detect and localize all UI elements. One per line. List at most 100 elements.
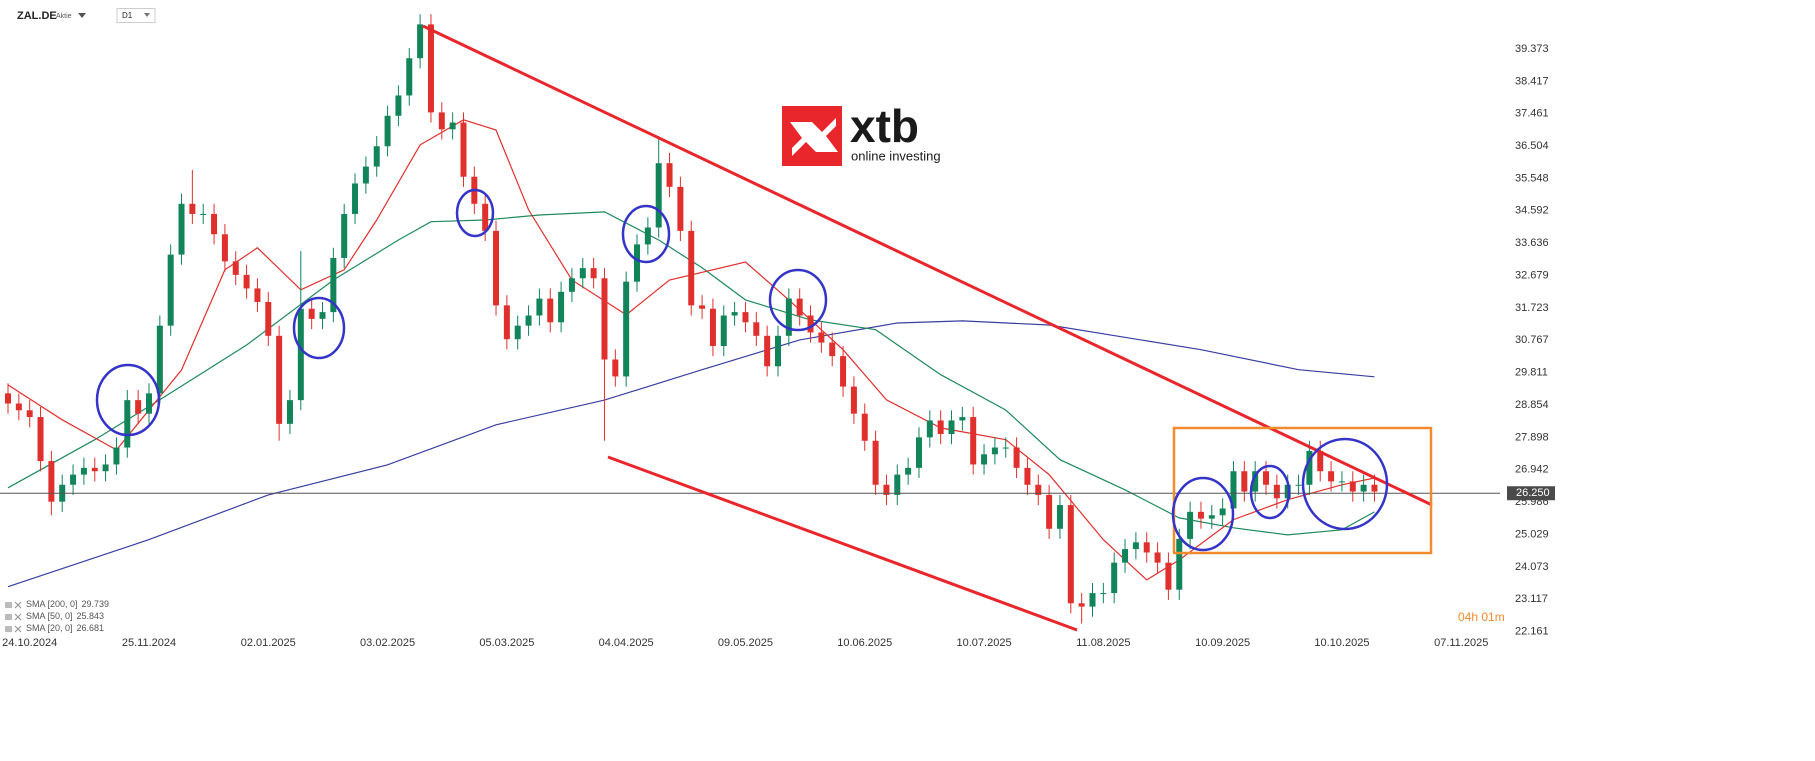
candle-body	[1100, 593, 1107, 595]
candle-body	[915, 437, 922, 468]
candle-body	[785, 298, 792, 336]
y-tick-label: 36.504	[1515, 140, 1549, 152]
candle-body	[449, 122, 456, 130]
candle-body	[1046, 494, 1053, 529]
legend-entry: SMA [50, 0] 25.843	[26, 611, 104, 621]
candle-body	[959, 417, 966, 421]
candle-body	[362, 166, 369, 184]
x-tick-label: 10.07.2025	[957, 637, 1012, 649]
legend-entry: SMA [20, 0] 26.681	[26, 623, 104, 633]
candle-body	[612, 359, 619, 377]
candle-body	[254, 288, 261, 302]
candle-body	[1176, 538, 1183, 590]
candle-body	[48, 461, 55, 502]
y-tick-label: 22.161	[1515, 626, 1549, 638]
highlight-circle	[455, 188, 495, 238]
candle-body	[200, 213, 207, 215]
candle-body	[167, 254, 174, 326]
candle-body	[80, 467, 87, 475]
legend-value: 29.739	[82, 599, 110, 609]
candle-body	[514, 325, 521, 340]
candle-body	[1143, 542, 1150, 553]
candle-body	[102, 464, 109, 472]
timeframe: D1	[122, 11, 133, 20]
logo: xtb online investing	[782, 100, 941, 166]
candle-body	[460, 122, 467, 177]
candle-body	[1241, 471, 1248, 492]
candle-body	[872, 440, 879, 485]
candle-body	[503, 305, 510, 340]
legend-toggle[interactable]	[14, 601, 22, 609]
logo-tagline: online investing	[851, 148, 941, 163]
candle-body	[774, 335, 781, 367]
candle-body	[406, 58, 413, 96]
candle-body	[243, 274, 250, 289]
candle-body	[1371, 484, 1378, 492]
timeframe-select[interactable]	[116, 8, 156, 23]
candle-body	[330, 257, 337, 313]
current-price-box	[1507, 486, 1555, 501]
legend-icon	[5, 602, 12, 608]
candle-body	[753, 322, 760, 336]
x-tick-label: 10.09.2025	[1195, 637, 1250, 649]
candle-body	[623, 281, 630, 377]
y-tick-label: 32.679	[1515, 269, 1549, 281]
candle-body	[1056, 505, 1063, 529]
highlight-circle	[621, 204, 671, 264]
candle-body	[70, 474, 77, 485]
legend-value: 26.681	[77, 623, 105, 633]
candle-body	[15, 403, 22, 411]
dropdown-arrow[interactable]	[144, 13, 150, 17]
candle-body	[850, 386, 857, 414]
candle-body	[373, 146, 380, 167]
candle-body	[211, 213, 218, 235]
candle-body	[926, 420, 933, 438]
y-tick-label: 29.811	[1515, 367, 1548, 379]
consolidation-box	[1172, 426, 1433, 555]
legend-toggle[interactable]	[14, 625, 22, 633]
candle-body	[655, 163, 662, 228]
candle-body	[991, 447, 998, 455]
candle-body	[493, 230, 500, 306]
candle-body	[341, 213, 348, 258]
candle-body	[634, 244, 641, 282]
candle-body	[818, 332, 825, 343]
legend-toggle[interactable]	[14, 613, 22, 621]
highlight-circle	[768, 268, 828, 332]
candle-body	[1349, 481, 1356, 492]
candle-body	[677, 186, 684, 231]
candle-body	[1035, 484, 1042, 495]
candle-body	[1295, 484, 1302, 486]
trend-line	[607, 455, 1078, 632]
candle-body	[395, 95, 402, 116]
highlight-circle	[1249, 464, 1291, 520]
current-price-label: 26.250	[1516, 487, 1550, 499]
candle-body	[883, 484, 890, 495]
candle-body	[840, 356, 847, 387]
candle-body	[276, 335, 283, 424]
y-tick-label: 27.898	[1515, 431, 1549, 443]
candle-body	[1230, 471, 1237, 509]
candle-body	[590, 268, 597, 279]
x-tick-label: 10.06.2025	[837, 637, 892, 649]
candle-body	[1165, 562, 1172, 590]
symbol: ZAL.DE	[17, 10, 57, 22]
dropdown-arrow[interactable]	[78, 13, 86, 18]
annotations	[95, 24, 1433, 632]
x-tick-label: 02.01.2025	[241, 637, 296, 649]
highlight-circle	[292, 296, 346, 360]
candle-body	[1284, 484, 1291, 499]
plot-area: 39.373 38.417 37.461 36.504 35.548 34.592 33.6…	[0, 14, 1555, 649]
y-tick-label: 28.854	[1515, 399, 1549, 411]
candle-body	[937, 420, 944, 434]
y-tick-label: 23.117	[1515, 593, 1548, 605]
candle-body	[547, 298, 554, 323]
candle-body	[1306, 450, 1313, 485]
x-tick-label: 05.03.2025	[479, 637, 534, 649]
candle-body	[135, 400, 142, 414]
candle-body	[1219, 508, 1226, 516]
candle-body	[384, 115, 391, 147]
logo-brand: xtb	[850, 100, 919, 152]
candle-body	[1111, 562, 1118, 594]
candle-body	[601, 278, 608, 360]
